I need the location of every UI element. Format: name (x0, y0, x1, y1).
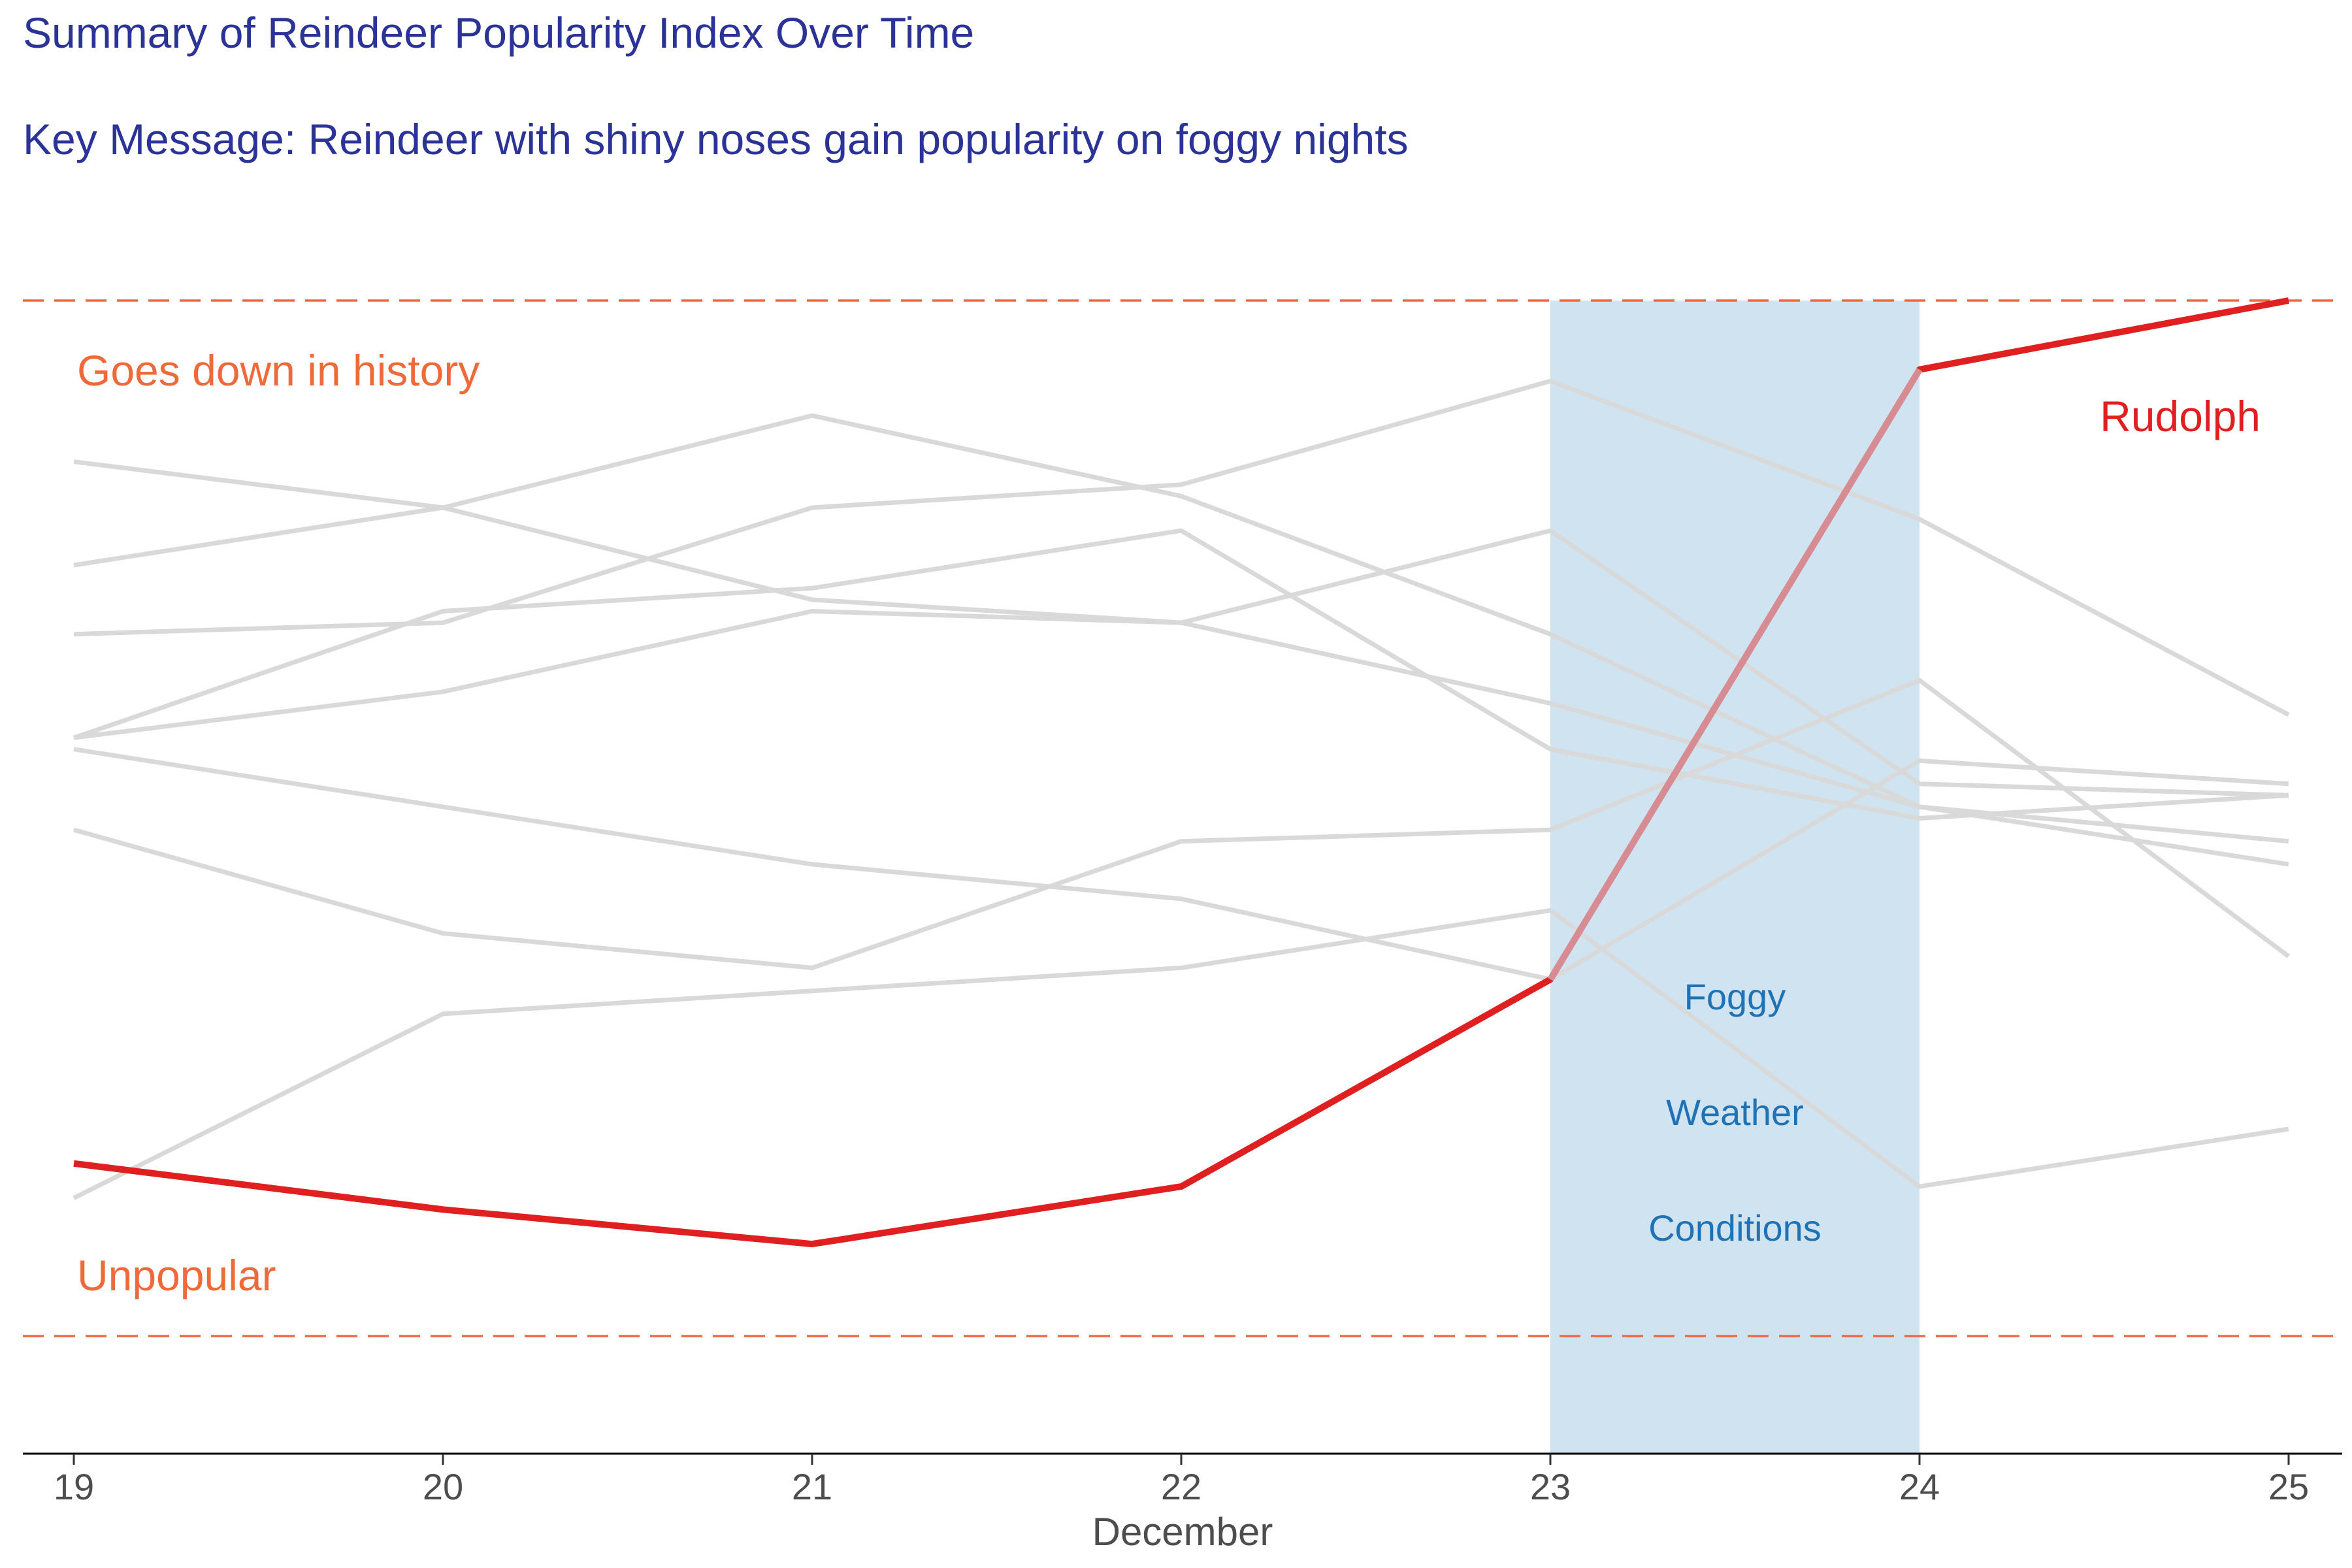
x-tick-label: 21 (792, 1466, 832, 1507)
lower-reference-label: Unpopular (77, 1251, 276, 1299)
background-series-line (73, 747, 2289, 982)
foggy-weather-band (1550, 301, 1919, 1454)
background-series-line (73, 678, 2291, 970)
background-series-layer (73, 378, 2291, 1200)
rudolph-series-line (73, 297, 2289, 1248)
rudolph-series-label: Rudolph (2100, 392, 2261, 440)
highlight-series-layer: Rudolph (73, 297, 2289, 1248)
band-label-line: Foggy (1684, 976, 1786, 1017)
background-series-line (73, 459, 2289, 867)
x-tick-label: 24 (1899, 1466, 1940, 1507)
x-tick-label: 20 (423, 1466, 463, 1507)
x-tick-label: 19 (54, 1466, 94, 1507)
x-tick-label: 23 (1530, 1466, 1571, 1507)
background-series-line (73, 528, 2289, 798)
foggy-band-layer: Foggy Weather Conditions (1550, 301, 1919, 1454)
band-label-line: Weather (1666, 1092, 1804, 1133)
rudolph-band-overlay (1547, 368, 1923, 981)
background-series-line (73, 907, 2289, 1200)
background-series-line (73, 528, 2289, 821)
chart-subtitle: Key Message: Reindeer with shiny noses g… (23, 115, 1409, 163)
band-label-line: Conditions (1648, 1207, 1821, 1249)
chart-title: Summary of Reindeer Popularity Index Ove… (23, 8, 975, 57)
x-axis-title: December (1092, 1510, 1273, 1554)
background-series-line (73, 378, 2290, 717)
x-axis: 19 20 21 22 23 24 25 (23, 1452, 2342, 1507)
upper-reference-label: Goes down in history (77, 346, 480, 395)
x-tick-label: 22 (1161, 1466, 1201, 1507)
x-tick-label: 25 (2268, 1466, 2309, 1507)
reference-lines-layer: Goes down in history Unpopular (23, 299, 2342, 1337)
background-series-line (73, 413, 2289, 844)
